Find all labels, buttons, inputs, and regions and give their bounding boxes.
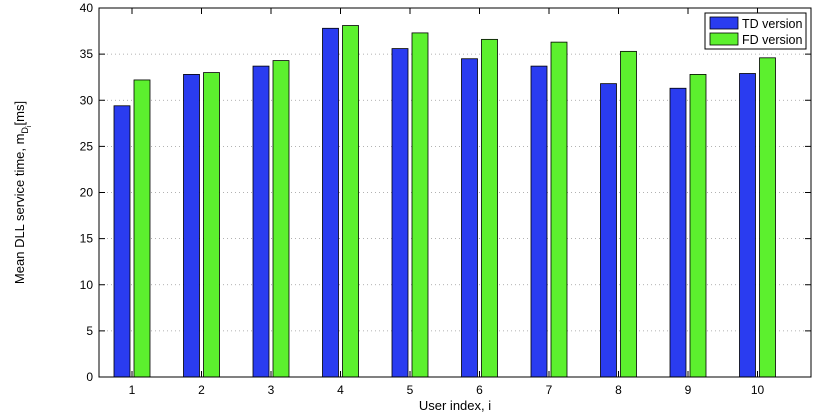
x-tick-label: 3 (268, 383, 275, 397)
x-axis-ticks: 1 2 3 4 5 6 7 8 9 10 (129, 8, 765, 397)
y-tick-label: 35 (80, 47, 94, 61)
y-tick-label: 40 (80, 1, 94, 15)
x-axis-label: User index, i (419, 398, 491, 413)
bar-td-user-7 (530, 65, 548, 378)
y-tick-label: 15 (80, 232, 94, 246)
x-tick-label: 1 (129, 383, 136, 397)
x-tick-label: 9 (685, 383, 692, 397)
x-tick-label: 10 (751, 383, 765, 397)
y-tick-label: 20 (80, 186, 94, 200)
y-tick-label: 10 (80, 278, 94, 292)
bar-td-user-6 (461, 58, 478, 378)
bar-td-user-4 (322, 27, 339, 378)
legend: TD version FD version (704, 12, 807, 50)
y-axis-label-subsubscript: i (26, 125, 33, 127)
bar-fd-user-10 (759, 57, 776, 378)
y-axis-label: Mean DLL service time, mDi[ms] (12, 101, 33, 284)
gridlines (99, 53, 811, 332)
y-axis-ticks: 0 5 10 15 20 25 30 35 40 (80, 1, 811, 384)
bar-fd-user-6 (481, 38, 498, 378)
x-tick-label: 4 (337, 383, 344, 397)
bar-td-user-8 (600, 83, 617, 378)
x-tick-label: 8 (615, 383, 622, 397)
x-tick-label: 2 (198, 383, 205, 397)
x-tick-label: 6 (476, 383, 483, 397)
y-tick-label: 5 (86, 324, 93, 338)
y-axis-label-main: Mean DLL service time, m (12, 134, 27, 285)
y-axis-label-unit: [ms] (12, 101, 27, 126)
bar-fd-user-8 (620, 50, 637, 378)
bar-fd-user-5 (411, 32, 429, 378)
y-tick-label: 25 (80, 139, 94, 153)
bar-fd-user-2 (203, 72, 220, 378)
legend-label-fd: FD version (742, 33, 802, 47)
bars (113, 25, 776, 378)
legend-label-td: TD version (742, 17, 802, 31)
y-tick-label: 0 (86, 370, 93, 384)
bar-td-user-5 (391, 48, 409, 378)
x-tick-label: 5 (407, 383, 414, 397)
bar-td-user-1 (113, 105, 131, 378)
bar-td-user-3 (252, 65, 270, 378)
y-axis-label-subscript: D (20, 127, 30, 134)
bar-td-user-2 (183, 74, 200, 378)
bar-fd-user-3 (272, 60, 290, 378)
bar-fd-user-1 (133, 79, 151, 378)
bar-fd-user-7 (550, 41, 568, 378)
bar-td-user-10 (739, 73, 756, 378)
legend-swatch-td (709, 16, 739, 30)
x-tick-label: 7 (546, 383, 553, 397)
y-tick-label: 30 (80, 93, 94, 107)
bar-td-user-9 (669, 87, 687, 378)
bar-fd-user-4 (342, 25, 359, 378)
legend-swatch-fd (709, 32, 739, 46)
bar-fd-user-9 (689, 74, 707, 378)
